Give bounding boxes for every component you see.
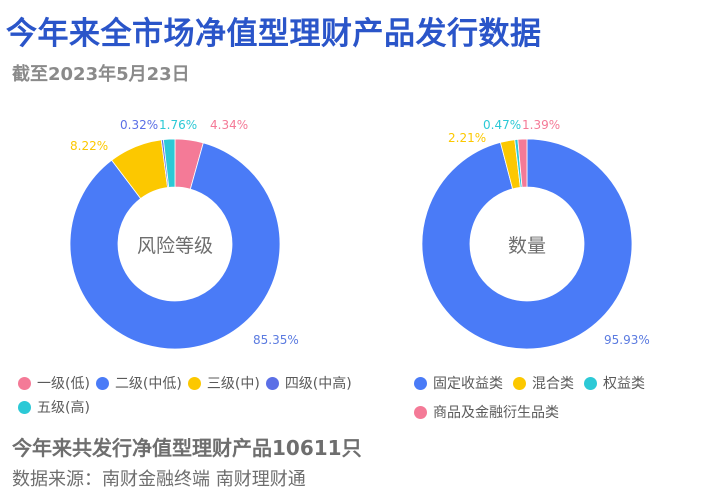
legend-item-fixed-income[interactable]: 固定收益类 bbox=[414, 373, 503, 393]
legend-dot-icon bbox=[513, 376, 526, 390]
donut-slice[interactable] bbox=[69, 142, 281, 350]
legend-dot-icon bbox=[265, 376, 279, 390]
legend-dot-icon bbox=[18, 376, 31, 390]
label-level2: 85.35% bbox=[253, 333, 299, 347]
legend-item-equity[interactable]: 权益类 bbox=[584, 373, 645, 393]
label-commodity: 1.39% bbox=[522, 118, 560, 132]
source-text: 数据来源：南财金融终端 南财理财通 bbox=[12, 469, 306, 490]
label-level4: 0.32% bbox=[120, 118, 158, 132]
legend-label: 四级(中高) bbox=[284, 376, 352, 392]
legend-item-commodity[interactable]: 商品及金融衍生品类 bbox=[414, 402, 559, 422]
legend-label: 混合类 bbox=[532, 376, 574, 392]
risk-level-donut bbox=[69, 138, 281, 350]
donut-charts: 风险等级 数量 4.34% 85.35% 8.22% 0.32% 1.76% 9… bbox=[69, 118, 650, 350]
legend-label: 五级(高) bbox=[37, 400, 90, 416]
label-fixed-income: 95.93% bbox=[604, 333, 650, 347]
label-mixed: 2.21% bbox=[448, 131, 486, 145]
quantity-donut bbox=[421, 138, 633, 350]
legend-dot-icon bbox=[95, 376, 109, 390]
risk-level-center-label: 风险等级 bbox=[137, 235, 213, 257]
date-subtitle: 截至2023年5月23日 bbox=[12, 64, 190, 85]
legend-label: 权益类 bbox=[603, 376, 645, 392]
risk-level-legend: 一级(低) 二级(中低) 三级(中) 四级(中高) 五级(高) bbox=[18, 371, 358, 419]
label-equity: 0.47% bbox=[483, 118, 521, 132]
legend-dot-icon bbox=[584, 376, 597, 390]
legend-label: 固定收益类 bbox=[433, 376, 503, 392]
summary-text: 今年来共发行净值型理财产品10611只 bbox=[12, 436, 362, 460]
quantity-legend: 固定收益类 混合类 权益类 商品及金融衍生品类 bbox=[414, 371, 651, 424]
legend-dot-icon bbox=[414, 376, 427, 390]
legend-item-level5[interactable]: 五级(高) bbox=[18, 397, 90, 417]
label-level5: 1.76% bbox=[159, 118, 197, 132]
donut-slice[interactable] bbox=[421, 138, 633, 350]
legend-item-level3[interactable]: 三级(中) bbox=[187, 373, 260, 393]
legend-label: 商品及金融衍生品类 bbox=[433, 405, 559, 421]
legend-item-mixed[interactable]: 混合类 bbox=[513, 373, 574, 393]
label-level1: 4.34% bbox=[210, 118, 248, 132]
legend-label: 三级(中) bbox=[206, 376, 260, 392]
legend-item-level1[interactable]: 一级(低) bbox=[18, 373, 90, 393]
legend-dot-icon bbox=[187, 376, 201, 390]
legend-item-level4[interactable]: 四级(中高) bbox=[265, 373, 352, 393]
quantity-center-label: 数量 bbox=[508, 235, 546, 257]
legend-dot-icon bbox=[18, 400, 31, 414]
label-level3: 8.22% bbox=[70, 139, 108, 153]
legend-label: 一级(低) bbox=[37, 376, 90, 392]
donut-slice[interactable] bbox=[162, 138, 176, 188]
page-title: 今年来全市场净值型理财产品发行数据 bbox=[6, 16, 542, 52]
legend-dot-icon bbox=[414, 405, 427, 419]
legend-item-level2[interactable]: 二级(中低) bbox=[95, 373, 182, 393]
donut-slice[interactable] bbox=[517, 138, 528, 188]
legend-label: 二级(中低) bbox=[114, 376, 182, 392]
